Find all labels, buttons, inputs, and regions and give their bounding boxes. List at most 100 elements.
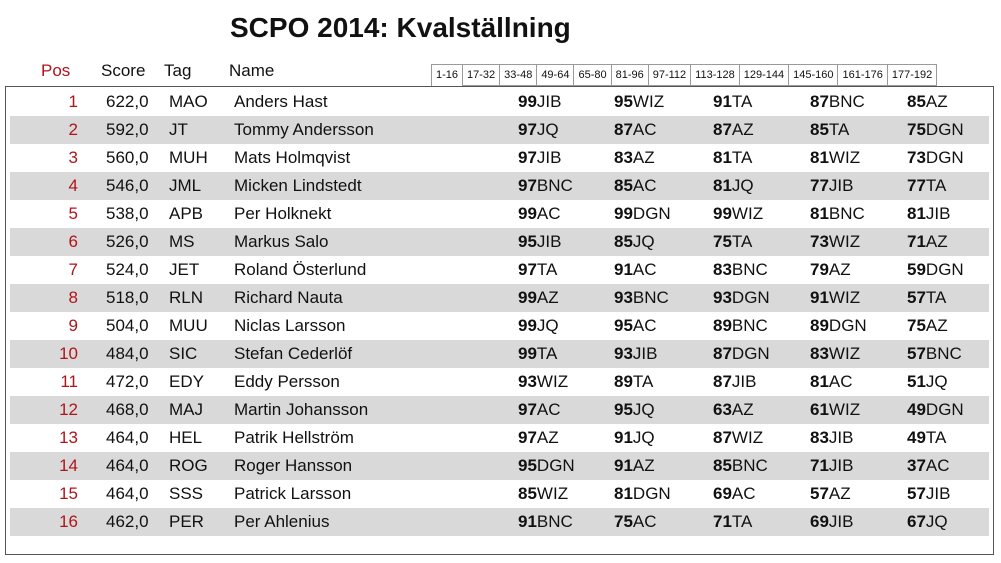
result-score: 79 xyxy=(810,260,829,279)
result-game: JQ xyxy=(632,428,655,447)
row-result: 81BNC xyxy=(810,200,865,228)
row-result: 71AZ xyxy=(907,228,948,256)
row-tag: MAJ xyxy=(169,400,203,419)
tab-113-128[interactable]: 113-128 xyxy=(691,64,740,86)
result-score: 91 xyxy=(614,428,633,447)
tab-49-64[interactable]: 49-64 xyxy=(537,64,575,86)
row-result: 59DGN xyxy=(907,256,964,284)
row-name: Markus Salo xyxy=(234,232,329,251)
row-tag: JET xyxy=(169,260,200,279)
tab-17-32[interactable]: 17-32 xyxy=(463,64,501,86)
tab-1-16[interactable]: 1-16 xyxy=(431,64,464,87)
row-tag: MUH xyxy=(169,148,208,167)
result-game: DGN xyxy=(632,484,671,503)
result-game: WIZ xyxy=(731,204,764,223)
row-result: 93BNC xyxy=(614,284,669,312)
result-score: 81 xyxy=(907,204,926,223)
row-result: 91AZ xyxy=(614,452,655,480)
tab-33-48[interactable]: 33-48 xyxy=(500,64,538,86)
tab-177-192[interactable]: 177-192 xyxy=(887,64,938,86)
result-score: 93 xyxy=(713,288,732,307)
row-result: 89DGN xyxy=(810,312,867,340)
result-score: 91 xyxy=(614,456,633,475)
tab-81-96[interactable]: 81-96 xyxy=(611,64,649,86)
row-name: Richard Nauta xyxy=(234,288,343,307)
result-game: AC xyxy=(632,120,657,139)
result-game: BNC xyxy=(731,316,768,335)
table-row: 3 560,0 MUH Mats Holmqvist 97JIB 83AZ 81TA 81WI… xyxy=(10,144,989,172)
result-score: 83 xyxy=(614,148,633,167)
result-game: DGN xyxy=(925,120,964,139)
result-game: TA xyxy=(925,428,947,447)
row-tag: APB xyxy=(169,204,204,223)
result-game: DGN xyxy=(536,456,575,475)
row-pos: 4 xyxy=(68,176,78,195)
row-result: 71JIB xyxy=(810,452,853,480)
table-row: 14 464,0 ROG Roger Hansson 95DGN 91AZ 85BNC 71J… xyxy=(10,452,989,480)
table-row: 10 484,0 SIC Stefan Cederlöf 99TA 93JIB 87DGN 8… xyxy=(10,340,989,368)
tab-145-160[interactable]: 145-160 xyxy=(789,64,839,86)
row-result: 93DGN xyxy=(713,284,770,312)
result-score: 69 xyxy=(810,512,829,531)
result-game: JIB xyxy=(536,232,562,251)
result-score: 99 xyxy=(614,204,633,223)
result-score: 93 xyxy=(614,288,633,307)
table-row: 4 546,0 JML Micken Lindstedt 97BNC 85AC 81JQ 77… xyxy=(10,172,989,200)
page-title: SCPO 2014: Kvalställning xyxy=(230,12,571,43)
result-game: AZ xyxy=(536,428,559,447)
result-game: DGN xyxy=(731,288,770,307)
header-name: Name xyxy=(229,61,275,80)
tab-65-80[interactable]: 65-80 xyxy=(574,64,612,86)
row-result: 83BNC xyxy=(713,256,768,284)
row-pos: 3 xyxy=(68,148,78,167)
result-game: AC xyxy=(925,456,950,475)
row-tag: MS xyxy=(169,232,195,251)
row-result: 69JIB xyxy=(810,508,853,536)
row-pos: 11 xyxy=(60,372,78,391)
row-result: 63AZ xyxy=(713,396,754,424)
result-game: DGN xyxy=(731,344,770,363)
result-score: 89 xyxy=(810,316,829,335)
result-score: 95 xyxy=(518,456,537,475)
result-game: JQ xyxy=(536,316,559,335)
result-score: 97 xyxy=(518,260,537,279)
result-game: BNC xyxy=(731,260,768,279)
result-score: 75 xyxy=(907,316,926,335)
row-score: 526,0 xyxy=(106,232,149,251)
row-score: 518,0 xyxy=(106,288,149,307)
row-result: 97AC xyxy=(518,396,561,424)
result-score: 49 xyxy=(907,428,926,447)
row-result: 99WIZ xyxy=(713,200,763,228)
row-name: Mats Holmqvist xyxy=(234,148,351,167)
tab-129-144[interactable]: 129-144 xyxy=(739,64,790,86)
result-game: AC xyxy=(828,372,853,391)
result-score: 85 xyxy=(713,456,732,475)
table-row: 2 592,0 JT Tommy Andersson 97JQ 87AC 87AZ 85TA 7… xyxy=(10,116,989,144)
row-pos: 7 xyxy=(68,260,78,279)
tab-97-112[interactable]: 97-112 xyxy=(648,64,692,86)
result-game: AC xyxy=(536,400,561,419)
result-game: AZ xyxy=(828,484,851,503)
table-row: 9 504,0 MUU Niclas Larsson 99JQ 95AC 89BNC 89DG… xyxy=(10,312,989,340)
result-score: 71 xyxy=(907,232,926,251)
result-game: AC xyxy=(536,204,561,223)
row-result: 89TA xyxy=(614,368,653,396)
row-pos: 6 xyxy=(68,232,78,251)
row-result: 87JIB xyxy=(713,368,756,396)
result-score: 99 xyxy=(518,92,537,111)
row-result: 85BNC xyxy=(713,452,768,480)
row-result: 97JQ xyxy=(518,116,559,144)
tab-161-176[interactable]: 161-176 xyxy=(838,64,888,86)
table-row: 13 464,0 HEL Patrik Hellström 97AZ 91JQ 87WIZ 8… xyxy=(10,424,989,452)
result-game: WIZ xyxy=(828,288,861,307)
result-score: 61 xyxy=(810,400,829,419)
result-score: 81 xyxy=(614,484,633,503)
row-result: 97BNC xyxy=(518,172,573,200)
row-result: 85JQ xyxy=(614,228,655,256)
row-pos: 13 xyxy=(59,428,78,447)
row-result: 95JIB xyxy=(518,228,561,256)
result-game: AC xyxy=(632,316,657,335)
result-score: 49 xyxy=(907,400,926,419)
row-score: 546,0 xyxy=(106,176,149,195)
result-score: 75 xyxy=(614,512,633,531)
